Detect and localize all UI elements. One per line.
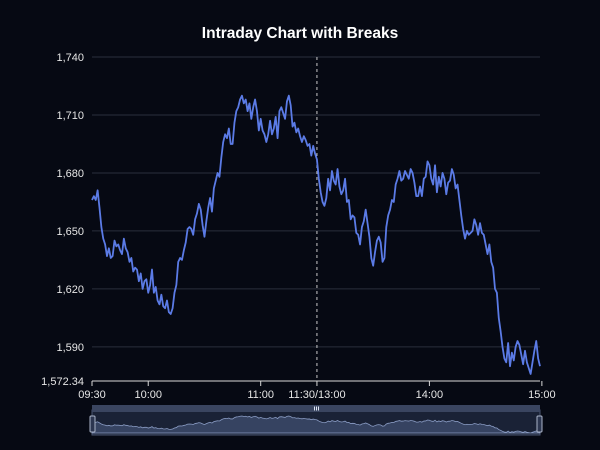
x-tick-label: 11:30/13:00: [288, 389, 345, 401]
y-tick-label: 1,572.34: [41, 376, 84, 388]
navigator-grip-icon[interactable]: [314, 406, 319, 411]
x-tick-label: 14:00: [416, 389, 444, 401]
navigator-left-handle[interactable]: [89, 415, 96, 433]
x-tick-label: 11:00: [247, 389, 274, 401]
x-tick-label: 10:00: [134, 389, 162, 401]
y-axis-ticks: 1,572.34 1,590 1,620 1,650 1,680 1,710 1,740: [41, 52, 84, 388]
navigator-right-handle[interactable]: [536, 415, 543, 433]
y-tick-label: 1,620: [56, 284, 84, 296]
chart-title: Intraday Chart with Breaks: [202, 25, 398, 42]
y-tick-label: 1,740: [56, 52, 84, 64]
navigator-preview-area: [91, 415, 541, 434]
y-tick-label: 1,590: [56, 342, 84, 354]
y-tick-label: 1,650: [56, 226, 84, 238]
grid-lines: [92, 56, 540, 348]
y-tick-label: 1,710: [56, 110, 84, 122]
x-tick-label: 15:00: [528, 389, 556, 401]
x-axis-ticks: 09:30 10:00 11:00 11:30/13:00 14:00 15:00: [78, 381, 556, 401]
x-tick-label: 09:30: [78, 389, 106, 401]
range-navigator[interactable]: [89, 405, 543, 436]
price-series-line: [91, 94, 541, 375]
y-tick-label: 1,680: [56, 168, 84, 180]
